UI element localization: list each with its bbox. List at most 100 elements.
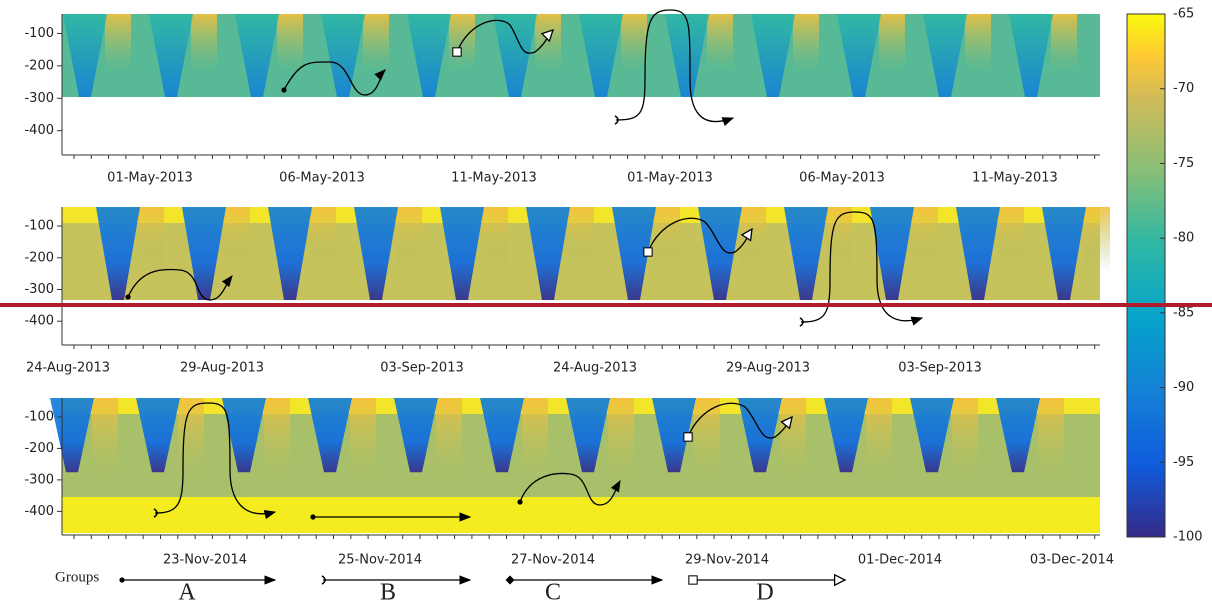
x-tick-label: 06-May-2013 bbox=[279, 171, 365, 186]
heatmap-band bbox=[952, 398, 978, 493]
heatmap-band bbox=[363, 14, 389, 73]
heatmap-cell bbox=[996, 398, 1040, 473]
heatmap-band bbox=[707, 14, 733, 73]
x-tick-label: 03-Sep-2013 bbox=[380, 361, 464, 376]
heatmap-band bbox=[105, 14, 131, 73]
heatmap-cell bbox=[910, 398, 954, 473]
heatmap-band bbox=[780, 398, 806, 493]
trajectories bbox=[125, 9, 924, 522]
heatmap-cell bbox=[956, 207, 1000, 300]
legend-title: Groups bbox=[55, 569, 99, 585]
y-tick-label: -200 bbox=[24, 250, 54, 265]
heatmap-band bbox=[396, 207, 422, 273]
heatmap-band bbox=[1084, 207, 1110, 273]
heatmap-band bbox=[866, 398, 892, 493]
heatmap-band bbox=[138, 207, 164, 273]
heatmap-cell bbox=[222, 398, 266, 473]
heatmap-band bbox=[350, 398, 376, 493]
axes: -100 -200 -300 -400 01-May-2013 06-May-2013 11… bbox=[24, 7, 1202, 568]
x-tick-label: 24-Aug-2013 bbox=[553, 361, 637, 376]
heatmap-band bbox=[608, 398, 634, 493]
y-tick-label: -400 bbox=[24, 504, 54, 519]
x-tick-label: 29-Aug-2013 bbox=[726, 361, 810, 376]
group-label: D bbox=[756, 580, 773, 606]
x-tick-label: 23-Nov-2014 bbox=[163, 553, 247, 568]
heatmap-cell bbox=[1042, 207, 1086, 300]
y-tick-label: -100 bbox=[24, 409, 54, 424]
heatmap-cell bbox=[96, 207, 140, 300]
x-tick-label: 06-May-2013 bbox=[799, 171, 885, 186]
y-tick-label: -300 bbox=[24, 472, 54, 487]
heatmap-band bbox=[522, 398, 548, 493]
heatmap-cell bbox=[440, 207, 484, 300]
colorbar-tick-label: -80 bbox=[1173, 231, 1194, 246]
heatmap-cell bbox=[665, 14, 709, 97]
y-tick-label: -200 bbox=[24, 441, 54, 456]
heatmap-band bbox=[912, 207, 938, 273]
heatmap-band bbox=[621, 14, 647, 73]
x-tick-label: 03-Dec-2014 bbox=[1030, 553, 1114, 568]
colorbar-tick-label: -65 bbox=[1173, 7, 1194, 22]
heatmap-band bbox=[568, 207, 594, 273]
heatmap-cell bbox=[136, 398, 180, 473]
heatmap-cell bbox=[235, 14, 279, 97]
y-tick-label: -400 bbox=[24, 314, 54, 329]
heatmap-cell bbox=[394, 398, 438, 473]
heatmap-band bbox=[694, 398, 720, 493]
heatmap-cell bbox=[308, 398, 352, 473]
heatmap-cell bbox=[63, 14, 107, 97]
heatmap-band bbox=[62, 497, 1100, 533]
heatmap-band bbox=[740, 207, 766, 273]
x-tick-label: 03-Sep-2013 bbox=[898, 361, 982, 376]
x-tick-label: 29-Aug-2013 bbox=[180, 361, 264, 376]
x-tick-label: 01-May-2013 bbox=[107, 171, 193, 186]
heatmap-band bbox=[436, 398, 462, 493]
colorbar-tick-label: -90 bbox=[1173, 380, 1194, 395]
x-tick-label: 01-Dec-2014 bbox=[858, 553, 942, 568]
heatmap-band bbox=[654, 207, 680, 273]
y-tick-label: -100 bbox=[24, 26, 54, 41]
heatmap-cell bbox=[354, 207, 398, 300]
heatmap-band bbox=[191, 14, 217, 73]
heatmap-cell bbox=[407, 14, 451, 97]
heatmap-cell bbox=[837, 14, 881, 97]
heatmap-band bbox=[1038, 398, 1064, 493]
heatmap-band bbox=[277, 14, 303, 73]
colorbar bbox=[1126, 13, 1166, 538]
colorbar-tick-label: -75 bbox=[1173, 156, 1194, 171]
group-label: A bbox=[178, 580, 196, 606]
y-tick-label: -300 bbox=[24, 91, 54, 106]
heatmap-band bbox=[310, 207, 336, 273]
heatmap-cell bbox=[870, 207, 914, 300]
x-tick-label: 25-Nov-2014 bbox=[338, 553, 422, 568]
groups-legend: Groups A B C D bbox=[55, 569, 845, 606]
heatmap-cell bbox=[923, 14, 967, 97]
heatmap-band bbox=[264, 398, 290, 493]
x-tick-label: 11-May-2013 bbox=[972, 171, 1058, 186]
heatmap-band bbox=[1051, 14, 1077, 73]
x-tick-label: 24-Aug-2013 bbox=[26, 361, 110, 376]
heatmap-cell bbox=[268, 207, 312, 300]
heatmap-band bbox=[535, 14, 561, 73]
group-label: B bbox=[380, 580, 396, 606]
heatmap-band bbox=[92, 398, 118, 493]
x-tick-label: 11-May-2013 bbox=[451, 171, 537, 186]
heatmap-band bbox=[879, 14, 905, 73]
heatmap-band bbox=[793, 14, 819, 73]
heatmap-cell bbox=[751, 14, 795, 97]
heatmap-band bbox=[178, 398, 204, 493]
heatmap-cell bbox=[321, 14, 365, 97]
heatmap-cell bbox=[579, 14, 623, 97]
y-tick-label: -100 bbox=[24, 219, 54, 234]
heatmap-band bbox=[224, 207, 250, 273]
red-line bbox=[0, 303, 1212, 307]
y-tick-label: -400 bbox=[24, 123, 54, 138]
heatmap-cell bbox=[480, 398, 524, 473]
heatmap-cell bbox=[1009, 14, 1053, 97]
heatmaps bbox=[50, 14, 1110, 533]
heatmap-cell bbox=[824, 398, 868, 473]
heatmap-cell bbox=[149, 14, 193, 97]
heatmap-cell bbox=[182, 207, 226, 300]
heatmap-cell bbox=[784, 207, 828, 300]
